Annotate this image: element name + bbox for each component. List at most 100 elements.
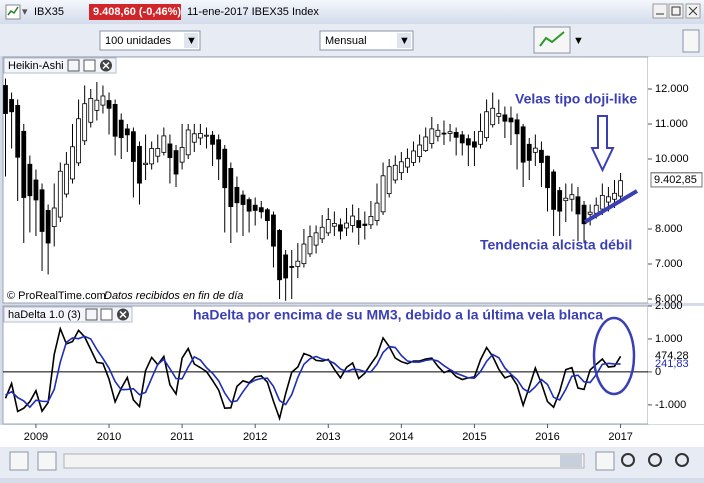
select-arrow — [184, 33, 198, 48]
zoom-out[interactable] — [648, 453, 662, 467]
time-axis — [0, 425, 704, 447]
symbol[interactable]: IBX35 — [34, 6, 64, 18]
candle-body — [484, 111, 490, 139]
candle-body — [386, 166, 392, 195]
candle-body — [606, 196, 611, 203]
candle-body — [137, 145, 142, 184]
candle-body — [179, 147, 185, 163]
candle-body — [106, 100, 112, 109]
settings-icon[interactable] — [67, 59, 80, 72]
x-tick-label: 2013 — [316, 431, 340, 443]
candle-body — [124, 128, 130, 136]
price-label: 9.402,85 — [654, 174, 697, 186]
candle-body — [459, 134, 465, 144]
settings-icon[interactable] — [85, 308, 98, 321]
candle-body — [612, 192, 617, 200]
y-tick-label: 11.000 — [655, 118, 688, 130]
side-button[interactable] — [682, 29, 700, 53]
y-tick-label: 8.000 — [655, 223, 683, 235]
panel-header — [3, 306, 133, 323]
candle-body — [271, 214, 276, 247]
candle-body — [197, 133, 203, 139]
zoom-in[interactable] — [675, 453, 689, 467]
window-icon[interactable] — [100, 308, 113, 321]
candle-body — [496, 113, 502, 117]
candle-body — [618, 180, 623, 197]
x-tick-label: 2012 — [243, 431, 267, 443]
candle-body — [258, 207, 264, 213]
period-text: Mensual — [325, 35, 367, 47]
candle-body — [228, 168, 234, 207]
candle-body — [368, 215, 374, 226]
last-value-label: 241,83 — [655, 358, 689, 370]
candle-body — [593, 204, 599, 214]
indicator-line — [5, 335, 621, 409]
indicator-plot — [3, 326, 648, 422]
candle-body — [277, 229, 282, 281]
candle-body — [465, 138, 471, 146]
candle-body — [472, 141, 477, 148]
tool-button[interactable] — [9, 451, 29, 471]
candle-body — [575, 196, 581, 215]
candle-body — [599, 194, 605, 210]
panel-title: haDelta 1.0 (3) — [8, 309, 81, 321]
candle-body — [587, 211, 593, 215]
candle-body — [398, 161, 404, 174]
scrollbar[interactable] — [63, 453, 585, 469]
candle-body — [21, 130, 27, 198]
candle-body — [167, 143, 173, 158]
candle-body — [557, 190, 563, 212]
candle-body — [295, 260, 301, 267]
annotation: Tendencia alcista débil — [480, 237, 632, 253]
panel-title: Heikin-Ashi — [8, 60, 64, 72]
minimize-button[interactable] — [652, 3, 668, 19]
axes: 12.00011.00010.0008.0007.0006.0009.408,6… — [24, 83, 703, 443]
candle-body — [39, 189, 45, 232]
candle-body — [64, 163, 69, 195]
candle-body — [246, 199, 252, 212]
y-tick-label: 0 — [655, 366, 661, 378]
candle-body — [70, 146, 75, 180]
chart-type-button[interactable] — [533, 26, 571, 54]
close-glyph — [102, 61, 110, 70]
scroll-thumb[interactable] — [560, 455, 582, 467]
candle-body — [526, 143, 532, 161]
candle-body — [356, 220, 362, 229]
candle-body — [350, 215, 356, 226]
indicator-panel — [2, 305, 649, 425]
x-tick-label: 2017 — [608, 431, 632, 443]
candle-body — [130, 131, 136, 162]
window-icon[interactable] — [83, 59, 96, 72]
source-note: Datos recibidos en fin de día — [104, 290, 243, 302]
maximize-button[interactable] — [668, 3, 684, 19]
period-select[interactable] — [319, 30, 414, 51]
candle-body — [569, 194, 575, 200]
chart-type-glyph — [539, 31, 565, 47]
description: 11-ene-2017 IBEX35 Index — [187, 6, 319, 18]
tool-button[interactable] — [595, 451, 615, 471]
candle-body — [185, 129, 191, 156]
chart-type-arrow[interactable]: ▼ — [573, 35, 584, 47]
dropdown-arrow[interactable]: ▾ — [22, 6, 28, 18]
candle-body — [374, 202, 380, 222]
candle-body — [392, 164, 398, 181]
candle-body — [100, 95, 106, 106]
candle-body — [520, 126, 526, 163]
quantity-select[interactable] — [99, 30, 201, 51]
zoom-fit[interactable] — [621, 453, 635, 467]
y-tick-label: 12.000 — [655, 83, 689, 95]
close-glyph — [119, 310, 127, 319]
candle-body — [545, 155, 550, 189]
y-tick-label: 7.000 — [655, 258, 683, 270]
close-glyph — [688, 6, 698, 16]
candle-body — [216, 139, 222, 160]
price-change: 9.408,60 (-0,46%) — [93, 6, 181, 18]
candle-body — [143, 162, 148, 165]
tool-button[interactable] — [37, 451, 57, 471]
quantity-text: 100 unidades — [105, 35, 172, 47]
candle-body — [319, 226, 325, 240]
candle-body — [222, 148, 228, 189]
candle-body — [88, 98, 94, 123]
